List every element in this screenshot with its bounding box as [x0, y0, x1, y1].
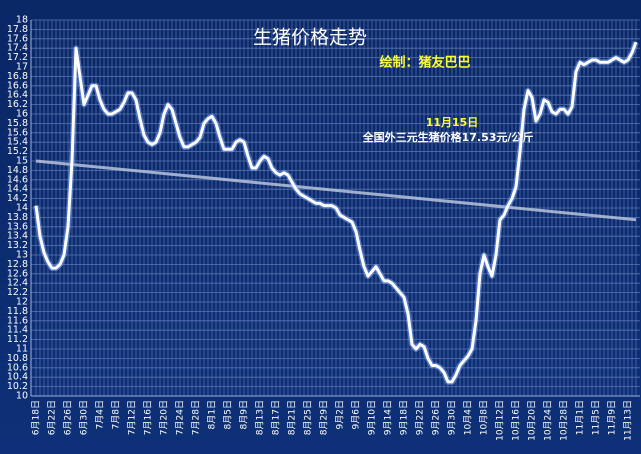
- x-tick-label: 8月9日: [239, 400, 250, 429]
- y-tick-label: 13.2: [7, 240, 28, 251]
- y-tick-label: 13.8: [7, 212, 28, 223]
- y-tick-label: 17.4: [7, 43, 28, 54]
- x-tick-label: 7月12日: [127, 400, 138, 435]
- y-tick-label: 15: [16, 156, 28, 167]
- chart-title: 生猪价格走势: [253, 27, 367, 49]
- x-tick-label: 8月21日: [287, 400, 298, 435]
- y-tick-label: 15.6: [7, 127, 28, 138]
- y-tick-label: 16.6: [7, 80, 28, 91]
- y-tick-label: 17: [16, 62, 28, 73]
- y-tick-label: 14: [16, 203, 28, 214]
- y-tick-label: 17.8: [7, 24, 28, 35]
- x-tick-label: 6月30日: [79, 400, 90, 435]
- price-line: [34, 41, 638, 384]
- x-tick-label: 10月16日: [511, 400, 522, 441]
- y-tick-label: 11.4: [7, 325, 28, 336]
- x-tick-label: 10月28日: [559, 400, 570, 441]
- x-tick-label: 7月24日: [175, 400, 186, 435]
- y-tick-label: 14.4: [7, 184, 28, 195]
- y-tick-label: 10.4: [7, 372, 28, 383]
- x-tick-label: 10月20日: [527, 400, 538, 441]
- x-tick-label: 11月13日: [623, 400, 634, 441]
- x-tick-label: 8月1日: [207, 400, 218, 429]
- y-tick-label: 10.6: [7, 362, 28, 373]
- y-tick-label: 16.8: [7, 71, 28, 82]
- x-tick-label: 10月8日: [479, 400, 490, 435]
- trend-line: [35, 159, 637, 222]
- x-tick-label: 8月5日: [223, 400, 234, 429]
- y-tick-label: 14.6: [7, 174, 28, 185]
- x-tick-label: 9月14日: [383, 400, 394, 435]
- y-tick-label: 16.4: [7, 90, 28, 101]
- y-tick-label: 10.8: [7, 353, 28, 364]
- x-tick-label: 11月5日: [591, 400, 602, 435]
- annotation: 11月15日: [426, 116, 479, 129]
- x-tick-label: 9月10日: [367, 400, 378, 435]
- chart-subtitle: 绘制：猪友巴巴: [379, 55, 470, 71]
- y-tick-label: 16: [16, 109, 28, 120]
- y-tick-label: 18: [16, 15, 28, 26]
- x-tick-label: 6月26日: [63, 400, 74, 435]
- y-tick-label: 11: [16, 344, 28, 355]
- y-tick-label: 13: [16, 250, 28, 261]
- y-tick-label: 12.4: [7, 278, 28, 289]
- y-tick-label: 12: [16, 297, 28, 308]
- y-tick-label: 17.2: [7, 52, 28, 63]
- x-tick-label: 10月4日: [463, 400, 474, 435]
- x-tick-label: 7月28日: [191, 400, 202, 435]
- x-tick-label: 10月12日: [495, 400, 506, 441]
- x-tick-label: 6月22日: [47, 400, 58, 435]
- x-tick-label: 6月18日: [31, 400, 42, 435]
- x-tick-label: 7月8日: [111, 400, 122, 429]
- y-tick-label: 15.2: [7, 146, 28, 157]
- y-tick-label: 11.8: [7, 306, 28, 317]
- y-tick-label: 12.2: [7, 287, 28, 298]
- x-tick-label: 10月24日: [543, 400, 554, 441]
- x-tick-label: 9月6日: [351, 400, 362, 429]
- x-tick-label: 9月30日: [447, 400, 458, 435]
- y-tick-label: 15.4: [7, 137, 28, 148]
- x-tick-label: 8月29日: [319, 400, 330, 435]
- x-tick-label: 7月20日: [159, 400, 170, 435]
- y-tick-label: 10.2: [7, 381, 28, 392]
- x-tick-label: 11月1日: [575, 400, 586, 435]
- x-tick-label: 8月13日: [255, 400, 266, 435]
- x-tick-label: 7月4日: [95, 400, 106, 429]
- x-tick-label: 9月26日: [431, 400, 442, 435]
- y-tick-label: 14.8: [7, 165, 28, 176]
- y-tick-label: 16.2: [7, 99, 28, 110]
- y-tick-label: 11.6: [7, 315, 28, 326]
- x-tick-label: 9月2日: [335, 400, 346, 429]
- y-tick-label: 11.2: [7, 334, 28, 345]
- x-tick-label: 11月9日: [607, 400, 618, 435]
- x-tick-label: 9月22日: [415, 400, 426, 435]
- x-tick-label: 9月18日: [399, 400, 410, 435]
- y-tick-label: 14.2: [7, 193, 28, 204]
- x-tick-label: 7月16日: [143, 400, 154, 435]
- annotation: 全国外三元生猪价格17.53元/公斤: [362, 130, 534, 144]
- x-tick-label: 8月17日: [271, 400, 282, 435]
- y-tick-label: 12.6: [7, 268, 28, 279]
- y-tick-label: 17.6: [7, 33, 28, 44]
- y-tick-label: 10: [16, 391, 28, 402]
- y-tick-label: 13.6: [7, 221, 28, 232]
- y-tick-label: 15.8: [7, 118, 28, 129]
- y-tick-label: 12.8: [7, 259, 28, 270]
- x-tick-label: 8月25日: [303, 400, 314, 435]
- y-tick-label: 13.4: [7, 231, 28, 242]
